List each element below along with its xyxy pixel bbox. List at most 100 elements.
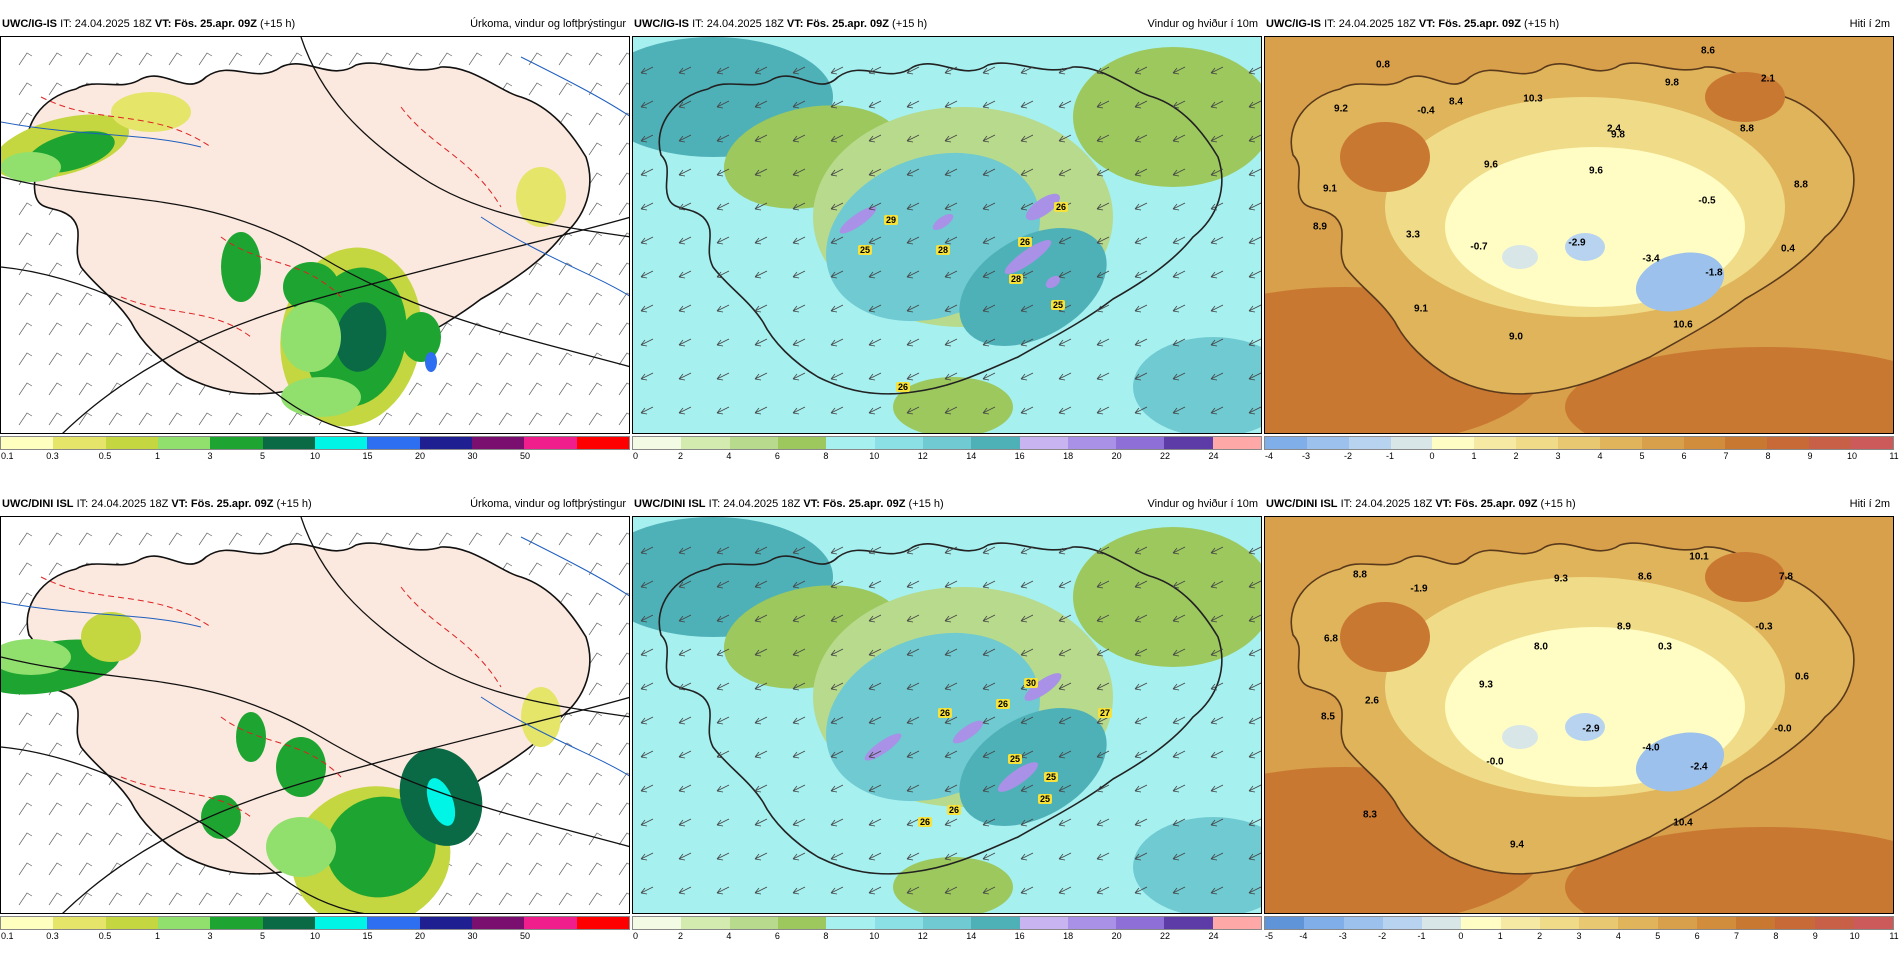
wind-arrow — [906, 100, 920, 109]
wind-barb — [48, 232, 63, 246]
temperature-isotherm — [400, 106, 502, 208]
legend-swatch — [314, 917, 368, 929]
wind-barb — [138, 862, 153, 876]
legend-tick-label: 5 — [1639, 451, 1645, 461]
init-time: IT: 24.04.2025 18Z — [60, 18, 152, 30]
wind-arrow — [1020, 716, 1034, 725]
wind-arrow — [1210, 304, 1224, 313]
wind-arrow — [1210, 100, 1224, 109]
wind-arrow — [754, 852, 768, 861]
temperature-isotherm — [220, 236, 342, 298]
wind-barb — [528, 382, 543, 396]
legend-swatch — [524, 437, 577, 449]
gust-value-label: 26 — [1017, 237, 1033, 247]
wind-barb — [198, 412, 213, 426]
wind-arrow — [1134, 236, 1148, 245]
wind-arrow — [1058, 852, 1072, 861]
legend-tick-label: 0.1 — [1, 451, 14, 461]
legend-swatch — [826, 437, 875, 449]
wind-arrow — [1248, 304, 1261, 313]
wind-barb — [18, 412, 33, 426]
wind-arrow — [754, 716, 768, 725]
wind-arrow — [792, 202, 806, 211]
temperature-value-label: 8.4 — [1449, 96, 1463, 108]
wind-arrow — [1020, 852, 1034, 861]
wind-arrow — [640, 614, 654, 623]
wind-arrow — [716, 168, 730, 177]
wind-arrow — [830, 236, 844, 245]
wind-arrow — [944, 168, 958, 177]
valid-time-label: VT: — [803, 498, 820, 510]
wind-arrow — [1172, 168, 1186, 177]
wind-arrow — [678, 648, 692, 657]
init-time: IT: 24.04.2025 18Z — [76, 498, 169, 510]
wind-arrow — [678, 406, 692, 415]
wind-barb — [378, 412, 393, 426]
wind-arrow — [868, 406, 882, 415]
legend-swatch — [1265, 437, 1307, 449]
wind-arrow — [1096, 750, 1110, 759]
wind-arrow — [830, 406, 844, 415]
wind-arrow — [1096, 818, 1110, 827]
precip-area — [201, 795, 241, 839]
wind-arrow — [906, 236, 920, 245]
wind-arrow — [1248, 338, 1261, 347]
wind-barb — [558, 712, 573, 726]
wind-barb — [18, 82, 33, 96]
wind-arrow — [1172, 372, 1186, 381]
wind-barb — [528, 352, 543, 366]
wind-arrow — [982, 682, 996, 691]
precip-area — [1, 152, 61, 182]
wind-arrow — [1134, 716, 1148, 725]
gust-value-label: 27 — [1097, 708, 1113, 718]
wind-arrow — [678, 100, 692, 109]
wind-barb — [18, 892, 33, 906]
wind-arrow — [1210, 852, 1224, 861]
precip-area — [81, 612, 141, 662]
wind-barb — [228, 532, 243, 546]
legend-tick-label: 14 — [966, 931, 977, 941]
temperature-isotherm — [220, 716, 342, 778]
legend-swatch — [105, 437, 158, 449]
panel-header: UWC/IG-IS IT: 24.04.2025 18Z VT: Fös. 25… — [1264, 14, 1894, 34]
wind-barb — [78, 382, 93, 396]
wind-arrow — [716, 682, 730, 691]
wind-arrow — [1096, 614, 1110, 623]
legend-swatch — [1500, 917, 1540, 929]
wind-barb — [498, 322, 513, 336]
legend-tick-label: 2 — [677, 931, 683, 941]
wind-arrow — [982, 546, 996, 555]
wind-barb — [78, 892, 93, 906]
wind-barb — [78, 292, 93, 306]
wind-arrow — [754, 406, 768, 415]
wind-barb — [78, 532, 93, 546]
panel-header: UWC/DINI ISL IT: 24.04.2025 18Z VT: Fös.… — [632, 494, 1262, 514]
legend-tick-label: 11 — [1889, 931, 1899, 941]
legend-tick-label: 2 — [1537, 931, 1543, 941]
wind-arrow — [1172, 338, 1186, 347]
wind-barb — [618, 892, 629, 906]
wind-barb — [588, 82, 603, 96]
grid-line — [480, 216, 629, 297]
legend-swatch — [633, 437, 682, 449]
grid-line — [1, 601, 202, 628]
wind-arrow — [982, 236, 996, 245]
wind-arrow — [1020, 580, 1034, 589]
temperature-map: 10.1 8.8 9.3 8.6 7.8 -1.9 8.9 -0.3 6.8 8.0 0.3 0.6 9… — [1264, 516, 1894, 914]
wind-arrow — [1058, 406, 1072, 415]
legend-tick-label: 20 — [414, 931, 426, 941]
legend-swatch — [210, 437, 263, 449]
wind-arrow — [1172, 852, 1186, 861]
temperature-value-label: -2.4 — [1690, 761, 1708, 773]
wind-barb — [168, 52, 183, 66]
model-name: UWC/DINI ISL — [2, 498, 74, 510]
gust-max-area — [952, 720, 984, 744]
wind-barb — [618, 322, 629, 336]
temp-area — [1565, 827, 1893, 913]
wind-arrow — [1248, 852, 1261, 861]
wind-arrow — [640, 338, 654, 347]
wind-arrow — [1020, 338, 1034, 347]
temperature-value-label: -3.4 — [1642, 253, 1660, 265]
wind-arrow — [906, 784, 920, 793]
legend-tick-label: 0.1 — [1, 931, 14, 941]
